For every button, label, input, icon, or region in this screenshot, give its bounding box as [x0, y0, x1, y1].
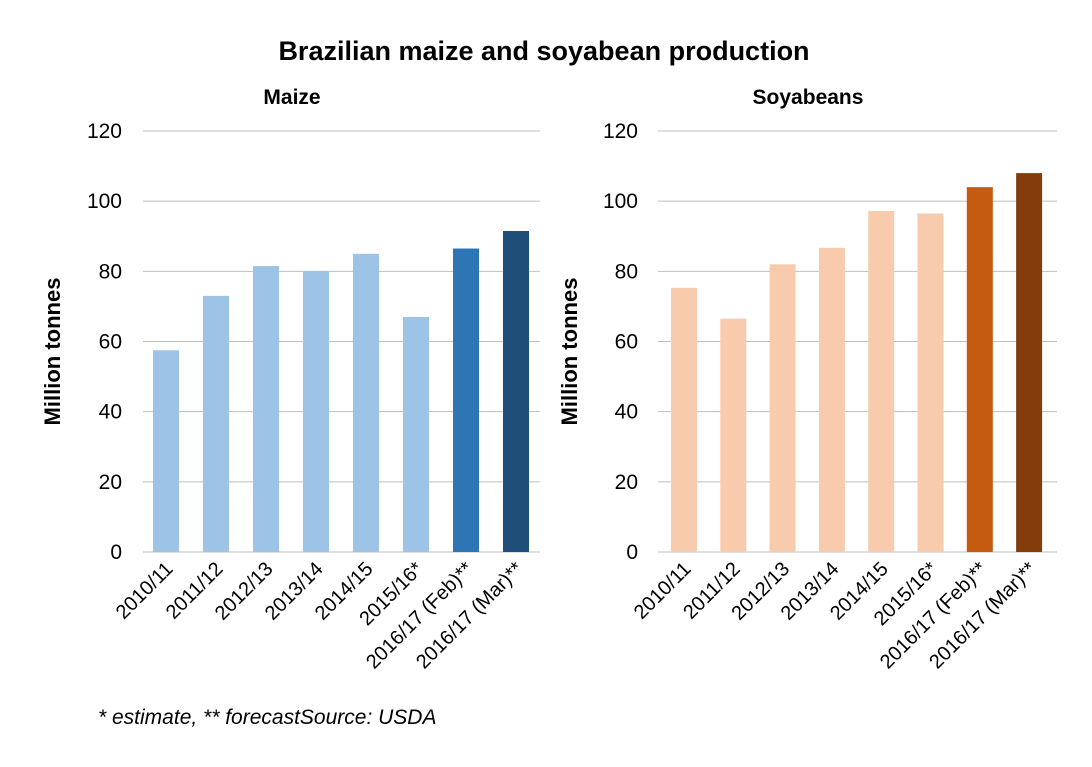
maize-bar	[503, 230, 529, 553]
soyabeans-y-tick-label: 80	[615, 260, 638, 283]
soyabeans-bar	[818, 247, 845, 552]
soyabeans-y-tick-label: 40	[615, 401, 638, 424]
soyabeans-bar	[966, 187, 993, 552]
soyabeans-bar	[1016, 173, 1043, 552]
maize-bar	[403, 316, 429, 552]
maize-y-axis-label: Million tonnes	[40, 278, 65, 426]
soyabeans-bar	[868, 210, 895, 553]
soyabeans-y-tick-label: 20	[615, 471, 638, 494]
maize-y-tick-label: 120	[87, 120, 122, 143]
maize-bar	[203, 295, 229, 552]
maize-y-tick-label: 100	[87, 190, 122, 213]
soyabeans-bar	[671, 287, 697, 552]
soyabeans-panel-title: Soyabeans	[753, 86, 864, 109]
soyabeans-bar	[917, 213, 944, 552]
soyabeans-bar	[769, 264, 796, 552]
maize-bar	[253, 266, 279, 552]
maize-panel-title: Maize	[263, 86, 320, 109]
maize-bar	[303, 271, 329, 552]
maize-y-tick-label: 80	[99, 260, 122, 283]
chart-title: Brazilian maize and soyabean production	[278, 36, 809, 66]
soyabeans-bar	[720, 318, 747, 552]
maize-bar	[153, 350, 179, 552]
soyabeans-y-tick-label: 100	[603, 190, 638, 213]
soyabeans-y-tick-label: 60	[615, 331, 638, 354]
soyabeans-y-axis-label: Million tonnes	[557, 278, 582, 426]
soyabeans-y-tick-label: 120	[603, 120, 638, 143]
maize-y-tick-label: 40	[99, 401, 122, 424]
maize-bar	[353, 253, 379, 552]
maize-y-tick-label: 60	[99, 331, 122, 354]
footnote: * estimate, ** forecastSource: USDA	[98, 706, 437, 729]
maize-y-tick-label: 20	[99, 471, 122, 494]
soyabeans-y-tick-label: 0	[626, 541, 638, 564]
maize-y-tick-label: 0	[110, 541, 122, 564]
maize-bar	[453, 248, 479, 552]
